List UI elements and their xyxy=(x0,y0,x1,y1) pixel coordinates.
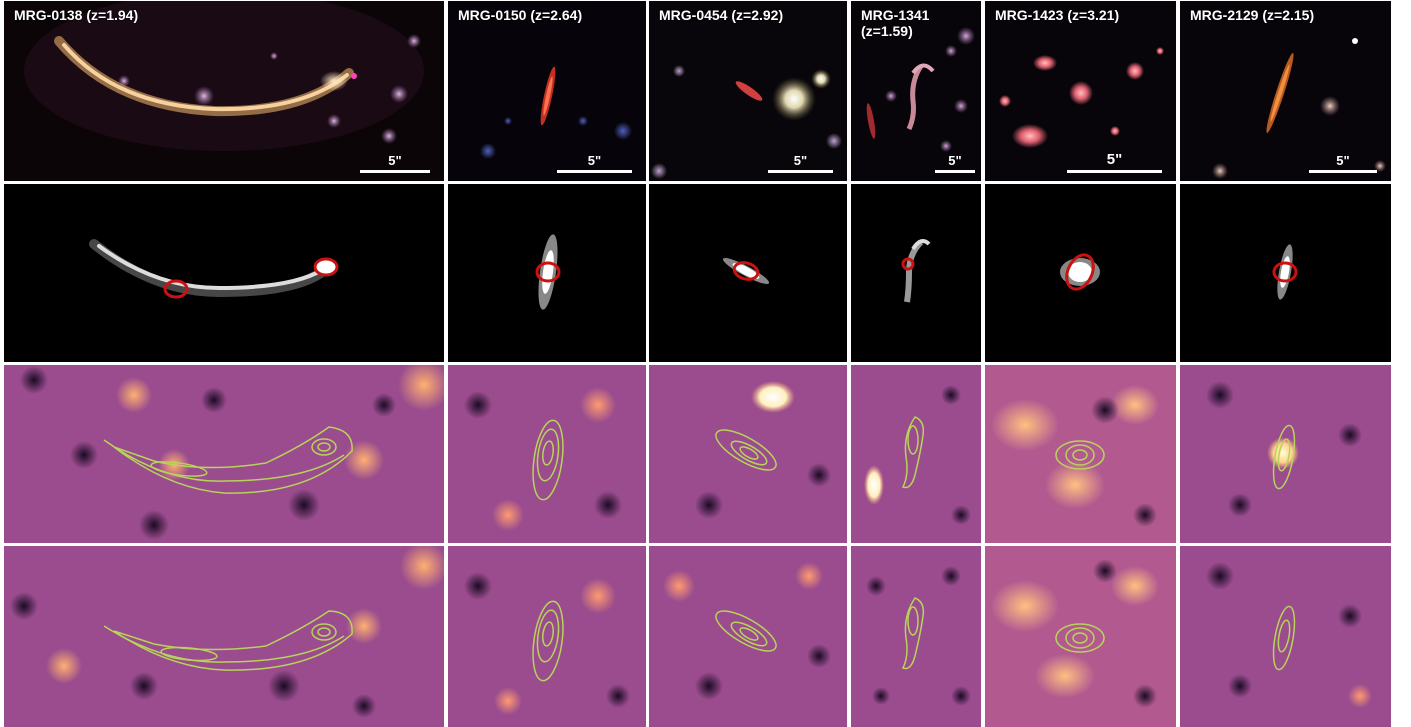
scale-bar-label: 5" xyxy=(948,153,962,168)
scale-bar: 5" xyxy=(1309,153,1377,173)
scale-bar: 5" xyxy=(768,153,833,173)
residual-contours-mrg-1423 xyxy=(985,546,1176,727)
scale-bar: 5" xyxy=(935,153,975,173)
color-image-mrg-1341: MRG-1341 (z=1.59) 5" xyxy=(851,1,981,181)
panel-title: MRG-2129 (z=2.15) xyxy=(1190,7,1315,23)
scale-bar: 5" xyxy=(557,153,632,173)
source-model-mrg-0138 xyxy=(4,184,444,362)
scale-bar: 5" xyxy=(360,153,430,173)
color-image-mrg-0454: MRG-0454 (z=2.92) 5" xyxy=(649,1,847,181)
residual-contours-mrg-0138 xyxy=(4,546,444,727)
source-model-mrg-2129 xyxy=(1180,184,1391,362)
map-contours-mrg-0138 xyxy=(4,365,444,543)
color-image-mrg-1423: MRG-1423 (z=3.21) 5" xyxy=(985,1,1176,181)
map-contours-mrg-0150 xyxy=(448,365,646,543)
scale-bar-label: 5" xyxy=(388,153,402,168)
scale-bar-label: 5" xyxy=(587,153,602,168)
residual-contours-mrg-0150 xyxy=(448,546,646,727)
residual-contours-mrg-1341 xyxy=(851,546,981,727)
residual-contours-mrg-2129 xyxy=(1180,546,1391,727)
map-contours-mrg-0454 xyxy=(649,365,847,543)
color-image-mrg-2129: MRG-2129 (z=2.15) 5" xyxy=(1180,1,1391,181)
color-image-mrg-0138: MRG-0138 (z=1.94) 5" xyxy=(4,1,444,181)
scale-bar: 5" xyxy=(1067,151,1162,173)
panel-title: MRG-0454 (z=2.92) xyxy=(659,7,784,23)
source-model-mrg-1423 xyxy=(985,184,1176,362)
source-model-mrg-0454 xyxy=(649,184,847,362)
panel-title: MRG-0150 (z=2.64) xyxy=(458,7,583,23)
scale-bar-label: 5" xyxy=(793,153,808,168)
panel-title: MRG-1341 (z=1.59) xyxy=(861,7,930,39)
map-contours-mrg-2129 xyxy=(1180,365,1391,543)
scale-bar-label: 5" xyxy=(1106,151,1123,168)
color-image-mrg-0150: MRG-0150 (z=2.64) 5" xyxy=(448,1,646,181)
scale-bar-label: 5" xyxy=(1336,153,1350,168)
source-model-mrg-1341 xyxy=(851,184,981,362)
panel-title: MRG-1423 (z=3.21) xyxy=(995,7,1120,23)
source-model-mrg-0150 xyxy=(448,184,646,362)
map-contours-mrg-1423 xyxy=(985,365,1176,543)
map-contours-mrg-1341 xyxy=(851,365,981,543)
panel-title: MRG-0138 (z=1.94) xyxy=(14,7,139,23)
residual-contours-mrg-0454 xyxy=(649,546,847,727)
